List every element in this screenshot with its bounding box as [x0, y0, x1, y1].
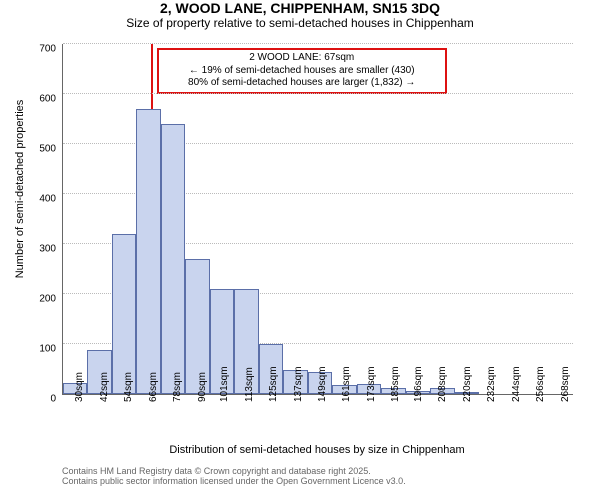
x-tick-label: 256sqm [535, 400, 546, 402]
annotation-line-1: 2 WOOD LANE: 67sqm [165, 52, 439, 65]
y-axis-label: Number of semi-detached properties [14, 14, 26, 364]
x-tick-label: 196sqm [413, 400, 424, 402]
y-tick-label: 300 [26, 244, 56, 255]
y-tick-label: 0 [26, 394, 56, 405]
gridline [63, 93, 573, 94]
page-subtitle: Size of property relative to semi-detach… [0, 16, 600, 30]
annotation-line-3: 80% of semi-detached houses are larger (… [165, 77, 439, 90]
x-tick-label: 30sqm [74, 400, 85, 402]
y-tick-label: 600 [26, 94, 56, 105]
x-tick-label: 232sqm [486, 400, 497, 402]
credit-line-1: Contains HM Land Registry data © Crown c… [62, 466, 406, 476]
y-tick-label: 500 [26, 144, 56, 155]
gridline [63, 43, 573, 44]
x-tick-label: 185sqm [390, 400, 401, 402]
x-tick-label: 101sqm [219, 400, 230, 402]
histogram-bar [161, 124, 185, 394]
x-tick-label: 208sqm [437, 400, 448, 402]
y-tick-label: 700 [26, 44, 56, 55]
x-tick-label: 125sqm [268, 400, 279, 402]
histogram-bar [112, 234, 136, 394]
x-tick-label: 173sqm [366, 400, 377, 402]
x-tick-label: 54sqm [123, 400, 134, 402]
y-tick-label: 100 [26, 344, 56, 355]
x-tick-label: 268sqm [560, 400, 571, 402]
x-tick-label: 42sqm [99, 400, 110, 402]
x-tick-label: 244sqm [511, 400, 522, 402]
x-tick-label: 137sqm [293, 400, 304, 402]
credit-text: Contains HM Land Registry data © Crown c… [62, 466, 406, 486]
chart-plot-area: 2 WOOD LANE: 67sqm ← 19% of semi-detache… [62, 44, 573, 395]
x-tick-label: 149sqm [317, 400, 328, 402]
x-tick-label: 161sqm [341, 400, 352, 402]
annotation-box: 2 WOOD LANE: 67sqm ← 19% of semi-detache… [157, 48, 447, 94]
page-title: 2, WOOD LANE, CHIPPENHAM, SN15 3DQ [0, 0, 600, 16]
y-tick-label: 200 [26, 294, 56, 305]
x-tick-label: 78sqm [172, 400, 183, 402]
x-tick-label: 220sqm [462, 400, 473, 402]
x-tick-label: 113sqm [244, 400, 255, 402]
x-tick-label: 66sqm [148, 400, 159, 402]
x-tick-label: 90sqm [197, 400, 208, 402]
histogram-bar [136, 109, 160, 394]
x-axis-label: Distribution of semi-detached houses by … [62, 444, 572, 456]
credit-line-2: Contains public sector information licen… [62, 476, 406, 486]
annotation-line-2: ← 19% of semi-detached houses are smalle… [165, 65, 439, 78]
y-tick-label: 400 [26, 194, 56, 205]
